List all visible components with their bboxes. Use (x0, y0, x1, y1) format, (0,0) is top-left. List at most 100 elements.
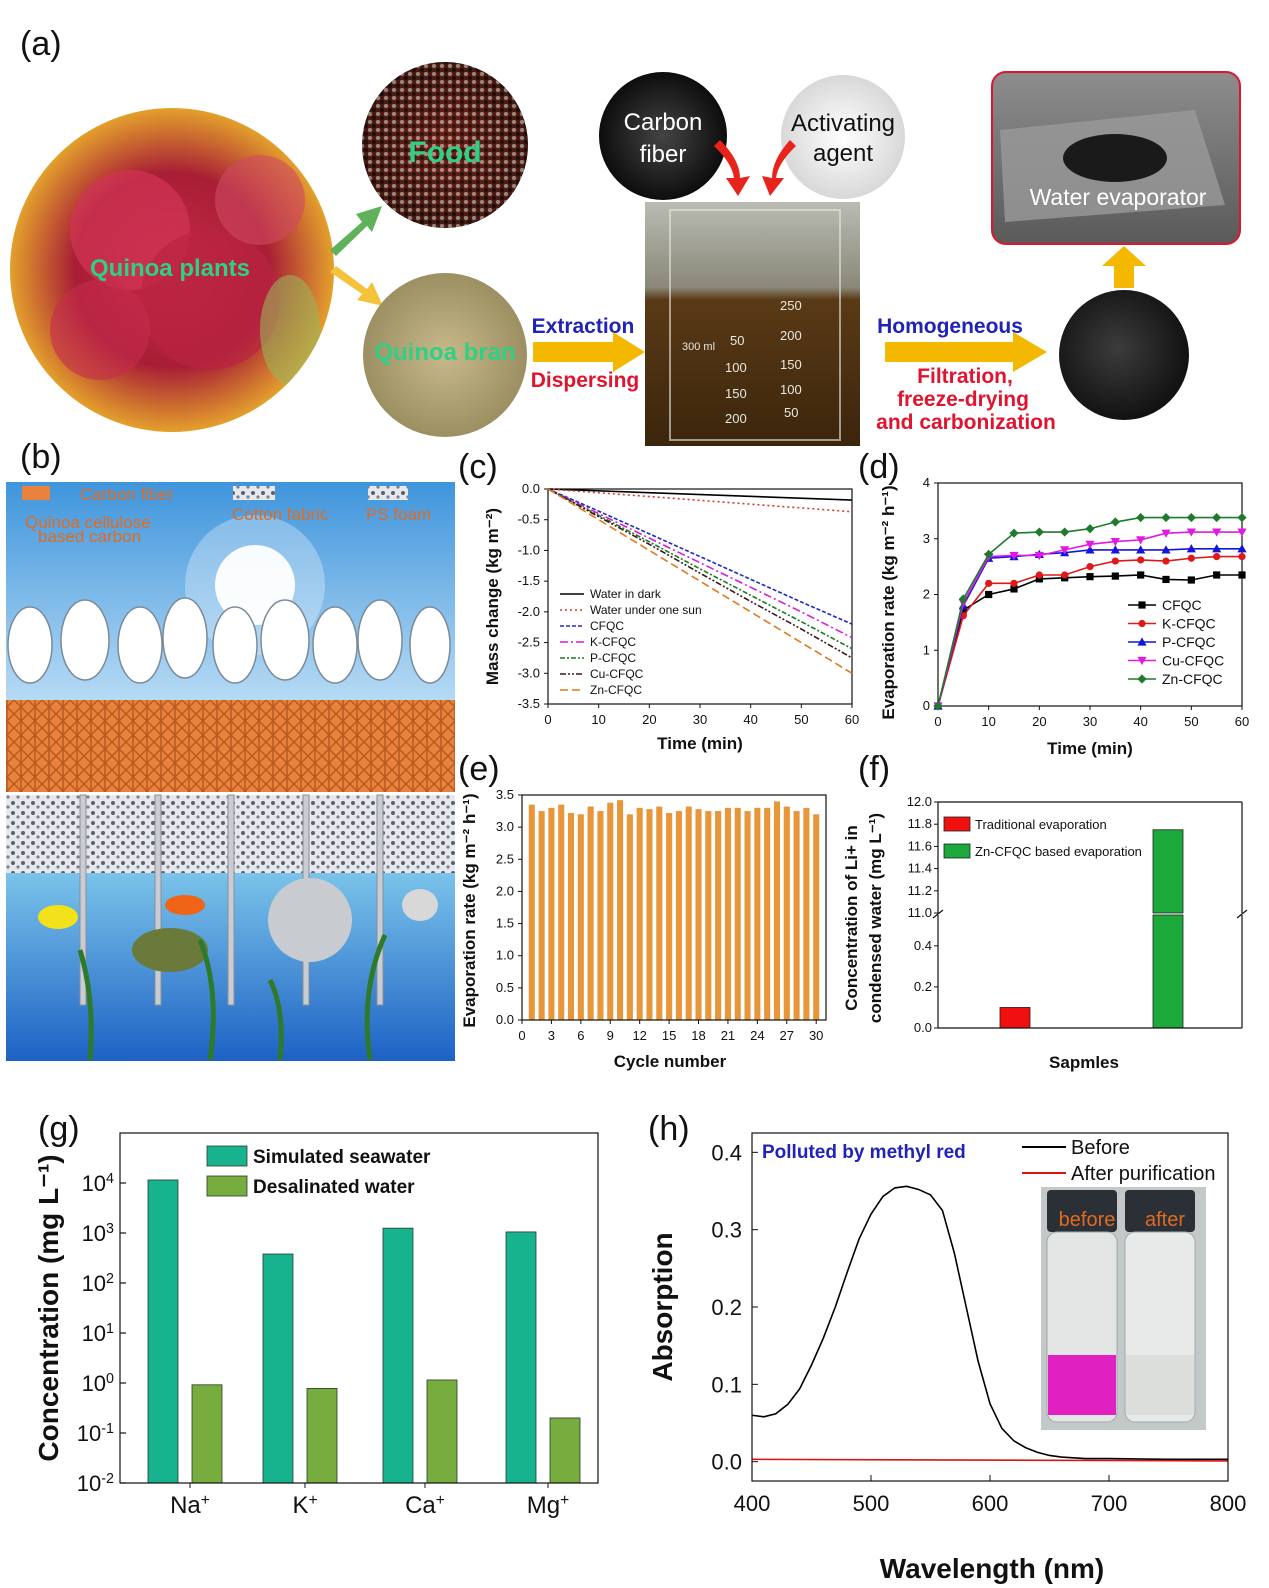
legend-label: Zn-CFQC based evaporation (975, 844, 1142, 859)
y-tick-label: 2.5 (496, 851, 514, 866)
bar-cycle-30 (813, 814, 820, 1020)
y-tick-label: -3.5 (518, 696, 540, 711)
data-point-p-cfqc (1085, 545, 1095, 554)
data-point-k-cfqc (1187, 554, 1195, 562)
bar-cycle-16 (675, 811, 682, 1020)
legend-marker (1138, 619, 1146, 628)
legend-cotton: Cotton fabric (232, 505, 329, 524)
water-evaporator-label: Water evaporator (1030, 184, 1207, 210)
data-point-zn-cfqc (1034, 527, 1044, 537)
inset-after-label: after (1145, 1209, 1185, 1231)
data-point-zn-cfqc (1186, 512, 1196, 523)
svg-text:150: 150 (725, 386, 747, 401)
bar-na-desalinated-water (191, 1384, 223, 1484)
data-point-cu-cfqc (1085, 540, 1095, 549)
y-tick-label: 3 (923, 531, 930, 546)
y-tick-label: 0.0 (711, 1450, 742, 1475)
legend-marker (1137, 674, 1147, 684)
svg-text:100: 100 (725, 360, 747, 375)
data-point-p-cfqc (1161, 545, 1171, 554)
panel-label-e: (e) (458, 750, 500, 788)
y-tick-label: 0.2 (711, 1295, 742, 1320)
y-tick-label: 0.4 (711, 1140, 742, 1165)
data-point-zn-cfqc (1085, 524, 1095, 534)
after-vial-liquid (1126, 1355, 1194, 1415)
carbon-fiber-label-2: fiber (640, 141, 687, 168)
x-tick-label: 15 (662, 1028, 676, 1043)
arrow-step2 (885, 332, 1047, 372)
x-axis-title: Sapmles (1049, 1053, 1119, 1072)
legend-label: CFQC (590, 619, 624, 633)
arrow-up-to-evaporator (1102, 246, 1146, 288)
svg-text:50: 50 (784, 405, 798, 420)
svg-text:150: 150 (780, 357, 802, 372)
bar-ca-desalinated-water (426, 1379, 458, 1484)
annotation-polluted: Polluted by methyl red (762, 1142, 966, 1163)
x-tick-label: 0 (934, 714, 941, 729)
bar-cycle-5 (567, 813, 575, 1020)
bar-traditional-evaporation (999, 1007, 1031, 1029)
y-tick-label: -2.5 (518, 635, 540, 650)
y-tick-label: 0.1 (711, 1372, 742, 1397)
panel-label-d: (d) (858, 448, 900, 486)
red-arrow-right (762, 140, 796, 196)
quinoa-plants-label: Quinoa plants (90, 255, 250, 282)
beaker-photo (645, 202, 860, 446)
filtration-label-2: freeze-drying (897, 388, 1029, 411)
y-tick-label: -1.0 (518, 542, 540, 557)
bar-k-desalinated-water (306, 1387, 338, 1484)
arrow-step1 (533, 332, 645, 372)
data-point-p-cfqc (1212, 544, 1222, 553)
x-tick-label-k: K+ (292, 1492, 317, 1520)
data-point-zn-cfqc (1136, 512, 1146, 523)
legend-marker (1138, 601, 1146, 609)
legend-label: Water in dark (590, 587, 662, 601)
x-tick-label: 600 (972, 1491, 1009, 1516)
panel-label-f: (f) (858, 750, 890, 788)
data-point-p-cfqc (1110, 545, 1120, 554)
bar-cycle-10 (617, 800, 624, 1020)
bar-cycle-18 (695, 809, 702, 1020)
legend-quinoa-1: Quinoa cellulose (25, 513, 151, 532)
carbon-fiber-photo (599, 72, 727, 200)
filtration-label-3: and carbonization (876, 411, 1056, 434)
y-tick-label: 101 (82, 1321, 114, 1346)
y-tick-label: 3.0 (496, 819, 514, 834)
carbonized-material-photo (1059, 290, 1189, 420)
data-point-cfqc (985, 590, 993, 599)
y-tick-label: 2.0 (496, 883, 514, 898)
x-tick-label: 3 (548, 1028, 555, 1043)
legend-carbon-fiber: Carbon fiber (80, 485, 174, 504)
plot-frame (521, 794, 827, 1021)
panel-label-h: (h) (648, 1110, 690, 1148)
svg-text:200: 200 (725, 411, 747, 426)
legend-label: Desalinated water (253, 1177, 415, 1198)
bar-ca-simulated-seawater (382, 1227, 414, 1484)
y-tick-label: 1 (923, 642, 930, 657)
legend-swatch (206, 1145, 248, 1167)
bar-zn-cfqc-based-evaporation-upper (1152, 829, 1184, 914)
x-tick-label: 12 (632, 1028, 646, 1043)
y-tick-label: 102 (82, 1271, 114, 1296)
bar-cycle-12 (636, 807, 643, 1020)
bar-mg-simulated-seawater (505, 1231, 537, 1484)
carbon-fiber-label-1: Carbon (624, 109, 703, 136)
legend-label: Traditional evaporation (975, 817, 1107, 832)
y-tick-label: 0.0 (914, 1020, 932, 1035)
x-tick-label: 60 (1235, 714, 1249, 729)
data-point-cu-cfqc (1186, 528, 1196, 537)
y-tick-label: -0.5 (518, 512, 540, 527)
data-point-k-cfqc (1162, 557, 1170, 565)
x-tick-label: 50 (794, 712, 808, 727)
data-point-p-cfqc (1186, 544, 1196, 553)
y-axis-title: Concentration (mg L⁻¹) (33, 1154, 64, 1461)
data-point-zn-cfqc (984, 549, 994, 559)
x-tick-label: 24 (750, 1028, 764, 1043)
y-tick-label: 11.8 (908, 816, 932, 831)
data-point-cu-cfqc (1212, 528, 1222, 537)
activating-agent-label-2: agent (813, 140, 873, 167)
activating-agent-photo (781, 75, 905, 199)
bar-cycle-6 (577, 814, 584, 1020)
plot-frame (119, 1132, 599, 1484)
x-tick-label: 400 (734, 1491, 771, 1516)
